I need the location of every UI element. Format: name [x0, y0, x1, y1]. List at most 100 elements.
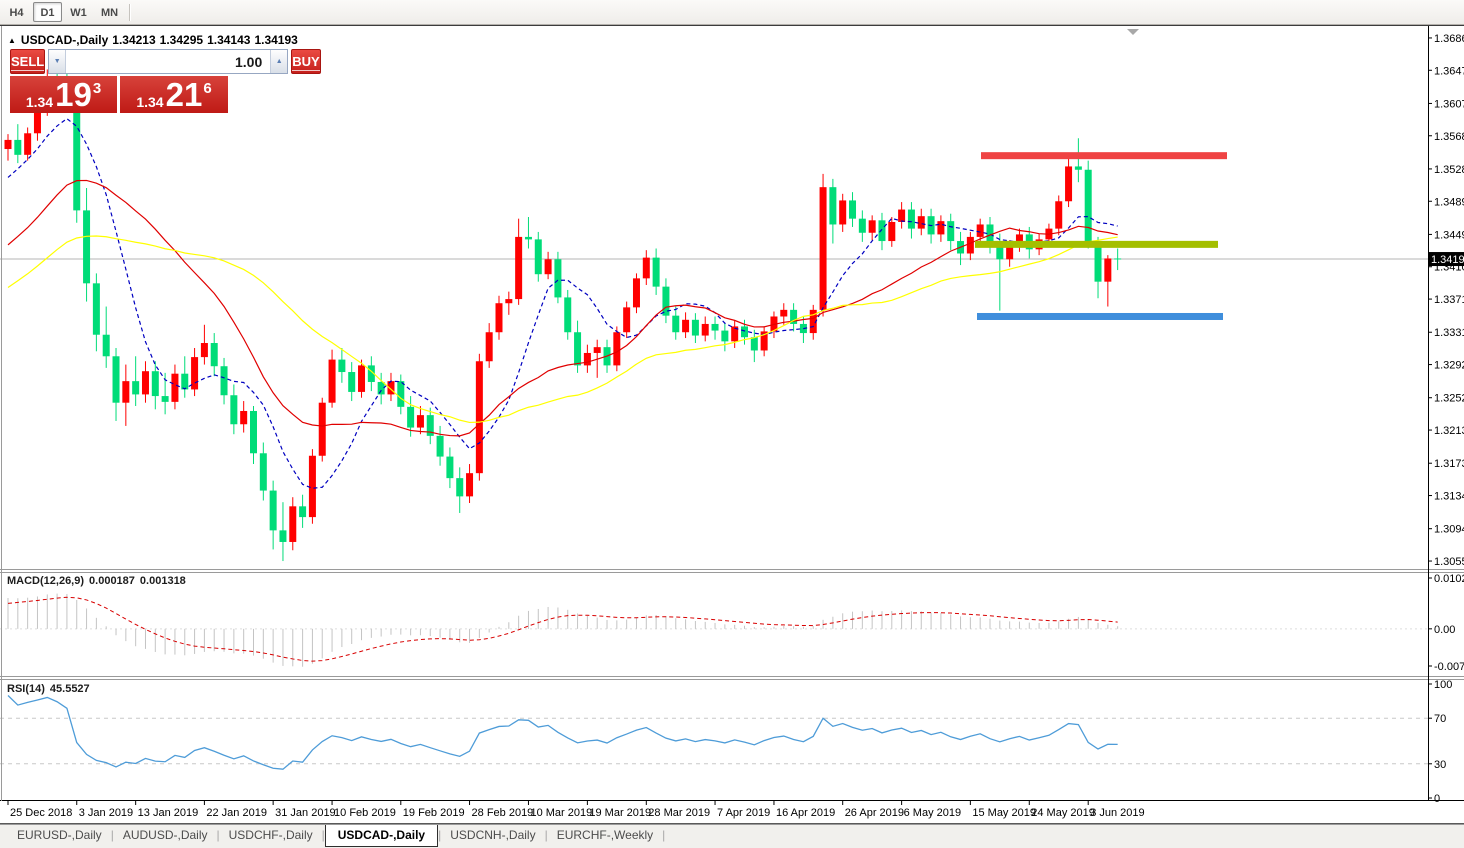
- candle-body-up: [289, 506, 297, 542]
- indicator-axes: 0.010229 0.00 -0.007477 100 70 30 0: [1428, 573, 1464, 805]
- candle-body-down: [181, 373, 189, 390]
- candle-body-down: [161, 396, 169, 402]
- candle-body-up: [819, 187, 827, 310]
- volume-increase-button[interactable]: ▲: [270, 50, 288, 73]
- candle-body-down: [210, 343, 218, 367]
- chart-tab-usdcaddaily[interactable]: USDCAD-,Daily: [324, 825, 439, 847]
- chart-tab-audusddaily[interactable]: AUDUSD-,Daily: [122, 828, 208, 842]
- chart-tab-usdcnhdaily[interactable]: USDCNH-,Daily: [450, 828, 536, 842]
- candle-body-down: [829, 187, 837, 225]
- candle-body-up: [809, 309, 817, 334]
- resistance-line-red[interactable]: [981, 152, 1227, 160]
- collapse-icon[interactable]: ▲: [8, 36, 16, 45]
- ma-slow-yellow: [7, 235, 1118, 424]
- rsi-value: 45.5527: [49, 683, 90, 695]
- time-tick-label: 25 Dec 2018: [10, 807, 72, 819]
- candle-body-down: [83, 210, 91, 284]
- candle-body-up: [937, 221, 945, 235]
- time-tick-label: 3 Jun 2019: [1090, 807, 1144, 819]
- candle-body-down: [456, 478, 464, 497]
- buy-button[interactable]: BUY: [291, 49, 321, 74]
- timeframe-button-w1[interactable]: W1: [70, 7, 87, 19]
- sell-button[interactable]: SELL: [10, 49, 46, 74]
- tab-separator: |: [110, 828, 114, 842]
- candle-body-up: [485, 332, 493, 362]
- candle-body-up: [613, 332, 621, 366]
- candle-body-up: [515, 236, 523, 300]
- macd-signal-value: 0.001318: [139, 575, 186, 587]
- time-tick-label: 19 Feb 2019: [403, 807, 465, 819]
- macd-histogram: [7, 593, 1119, 667]
- candle-body-down: [662, 286, 670, 316]
- sell-price-display[interactable]: 1.34 19 3: [10, 76, 117, 113]
- tab-separator: |: [662, 828, 666, 842]
- candle-body-up: [888, 221, 896, 242]
- candle-body-up: [701, 323, 709, 336]
- rsi-tick-label: 100: [1434, 679, 1452, 691]
- candle-body-down: [878, 220, 886, 242]
- close-value: 1.34193: [254, 33, 298, 47]
- candle-body-up: [495, 303, 503, 333]
- time-tick-label: 26 Apr 2019: [845, 807, 904, 819]
- chart-tab-usdchfdaily[interactable]: USDCHF-,Daily: [228, 828, 313, 842]
- support-line-blue[interactable]: [977, 312, 1223, 320]
- price-tick-label: 1.36470: [1434, 65, 1464, 77]
- current-price-tag: [1429, 252, 1464, 267]
- candle-body-up: [416, 415, 424, 428]
- candle-body-down: [338, 359, 346, 373]
- candle-body-up: [682, 319, 690, 333]
- candle-body-down: [377, 381, 385, 395]
- chart-shift-marker[interactable]: [1127, 29, 1139, 35]
- candle-body-down: [92, 283, 100, 335]
- time-tick-label: 22 Jan 2019: [206, 807, 267, 819]
- candle-body-up: [966, 236, 974, 254]
- low-value: 1.34143: [207, 33, 251, 47]
- sell-pipette: 3: [92, 80, 102, 97]
- chart-tab-eurchfweekly[interactable]: EURCHF-,Weekly: [556, 828, 654, 842]
- candle-body-up: [191, 357, 199, 390]
- buy-price-display[interactable]: 1.34 21 6: [120, 76, 228, 113]
- time-tick-label: 28 Mar 2019: [648, 807, 710, 819]
- chart-background: [0, 26, 1464, 823]
- candle-body-down: [112, 356, 120, 403]
- timeframe-button-h4[interactable]: H4: [9, 7, 24, 19]
- price-tick-label: 1.31730: [1434, 458, 1464, 470]
- candle-body-up: [1055, 201, 1063, 229]
- price-tick-label: 1.32130: [1434, 425, 1464, 437]
- ohlc-info-bar: ▲ USDCAD-,Daily 1.34213 1.34295 1.34143 1.341…: [8, 33, 302, 47]
- rsi-line: [7, 695, 1118, 770]
- candle-body-up: [1006, 245, 1014, 260]
- price-axis[interactable]: 1.36860 1.36470 1.36070 1.35680 1.35280 1.348…: [1428, 33, 1464, 568]
- candle-body-down: [1114, 258, 1122, 260]
- candle-body-down: [691, 319, 699, 336]
- candle-body-down: [1094, 243, 1102, 282]
- volume-decrease-button[interactable]: ▼: [49, 50, 67, 73]
- time-axis[interactable]: 25 Dec 2018 3 Jan 2019 13 Jan 2019 22 Jan 2…: [7, 801, 1145, 819]
- time-tick-label: 31 Jan 2019: [275, 807, 336, 819]
- candle-body-up: [760, 331, 768, 351]
- candle-body-up: [475, 361, 483, 474]
- candle-body-down: [1074, 166, 1082, 170]
- timeframe-button-mn[interactable]: MN: [100, 7, 119, 19]
- timeframe-button-d1[interactable]: D1: [33, 2, 62, 22]
- chart-tab-eurusddaily[interactable]: EURUSD-,Daily: [17, 828, 102, 842]
- candle-body-down: [524, 236, 532, 240]
- candle-body-down: [230, 395, 238, 425]
- candle-body-up: [583, 352, 591, 366]
- time-tick-label: 24 May 2019: [1031, 807, 1095, 819]
- candle-body-up: [328, 359, 336, 403]
- buy-button-label: BUY: [292, 54, 320, 71]
- time-tick-label: 28 Feb 2019: [472, 807, 534, 819]
- broken-support-olive[interactable]: [975, 240, 1218, 248]
- price-chart-canvas[interactable]: 1.36860 1.36470 1.36070 1.35680 1.35280 1.348…: [0, 26, 1464, 823]
- candle-body-down: [1084, 169, 1092, 244]
- volume-stepper: ▼ ▲: [48, 49, 289, 74]
- candle-body-down: [907, 209, 915, 229]
- open-value: 1.34213: [112, 33, 156, 47]
- candle-body-up: [623, 307, 631, 333]
- ma-fast-blue: [7, 117, 1118, 489]
- candle-body-down: [436, 435, 444, 457]
- volume-input[interactable]: [66, 50, 271, 73]
- time-tick-label: 13 Jan 2019: [138, 807, 199, 819]
